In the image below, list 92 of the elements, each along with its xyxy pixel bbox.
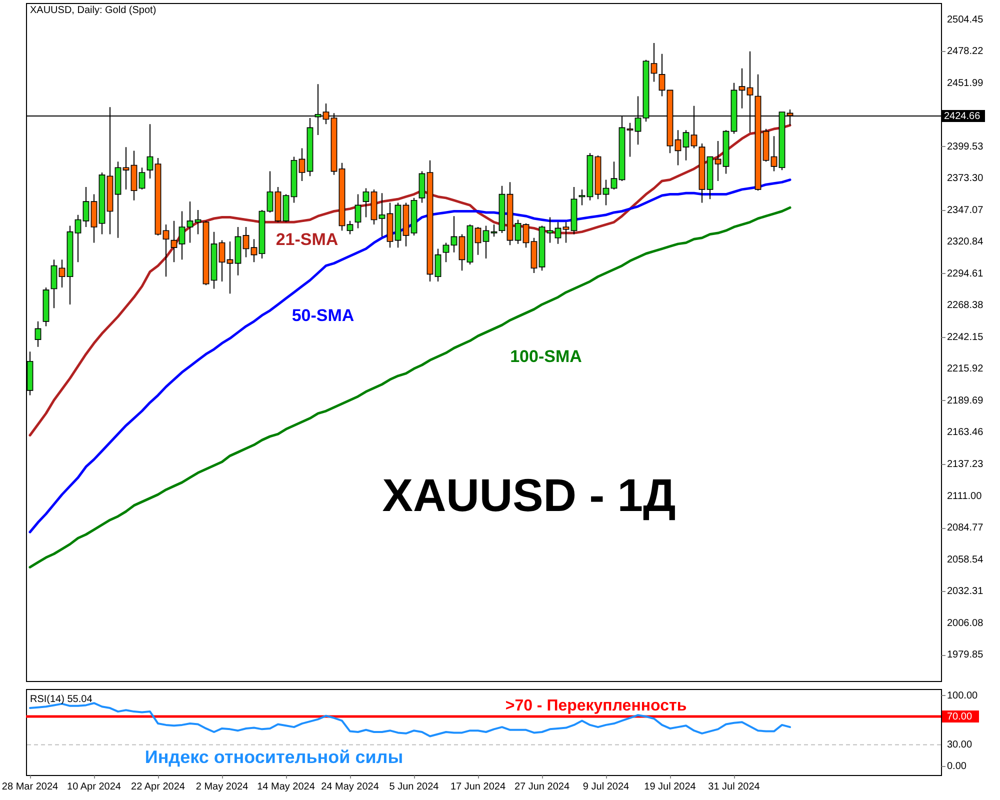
candlestick [546, 216, 554, 244]
candlestick [562, 222, 570, 244]
candlestick [362, 188, 370, 218]
candlestick [514, 219, 522, 244]
x-tick-label: 31 Jul 2024 [708, 782, 760, 792]
candlestick [554, 222, 562, 244]
candlestick [266, 170, 274, 213]
candlestick [250, 238, 258, 263]
candlestick [58, 259, 66, 288]
candlestick [626, 122, 634, 158]
candlestick [442, 242, 450, 263]
y-tick-label: 2189.69 [947, 395, 984, 406]
line-series [28, 206, 792, 568]
candlestick [298, 148, 306, 182]
x-tick-label: 22 Apr 2024 [131, 782, 186, 792]
y-tick-label: 2137.23 [947, 459, 984, 470]
x-tick-label: 24 May 2024 [321, 782, 380, 792]
y-tick-label: 2215.92 [947, 364, 984, 375]
candlestick [578, 188, 586, 206]
candlestick [194, 210, 202, 235]
candlestick [602, 179, 610, 206]
ref-line-label: 2424.66 [944, 111, 981, 122]
annotation: XAUUSD - 1Д [382, 469, 676, 521]
y-tick-label: 2163.46 [947, 427, 984, 438]
candlestick [218, 240, 226, 282]
y-tick-label: 2504.45 [947, 14, 984, 26]
x-tick-label: 27 Jun 2024 [514, 782, 570, 792]
candlestick [458, 234, 466, 272]
candlestick [122, 146, 130, 190]
y-tick-label: 2111.00 [947, 490, 982, 502]
candlestick [74, 214, 82, 263]
candlestick [354, 194, 362, 229]
candlestick [738, 68, 746, 109]
series-label: 21-SMA [276, 230, 338, 249]
y-tick-label: 2320.84 [947, 236, 984, 248]
candlestick [346, 220, 354, 235]
candlestick [490, 224, 498, 238]
series-label: 50-SMA [292, 306, 354, 325]
x-tick-label: 14 May 2024 [257, 782, 316, 792]
y-tick-label: 2032.31 [947, 586, 984, 598]
y-tick-label: 2268.38 [947, 300, 984, 312]
candlestick [170, 220, 178, 263]
candlestick [658, 53, 666, 97]
candlestick [146, 124, 154, 180]
candlestick [770, 136, 778, 172]
y-tick-label: 1979.85 [947, 650, 984, 661]
candlestick [482, 225, 490, 259]
candlestick [474, 226, 482, 256]
candlestick [242, 226, 250, 258]
x-tick-label: 17 Jun 2024 [450, 782, 506, 792]
series-label: Индекс относительной силы [144, 747, 404, 767]
y-tick-label: 2006.08 [947, 618, 984, 629]
y-tick-label: 2373.30 [947, 173, 984, 184]
y-tick-label: 100.00 [947, 690, 978, 702]
y-tick-label: 0.00 [947, 760, 967, 772]
candlestick [138, 167, 146, 190]
y-tick-label: 2399.53 [947, 141, 984, 152]
y-tick-label: 30.00 [947, 740, 972, 751]
y-tick-label: 2084.77 [947, 522, 984, 534]
y-tick-label: 2294.61 [947, 268, 984, 280]
candlestick [178, 210, 186, 260]
candlestick [378, 192, 386, 238]
candlestick [434, 248, 442, 282]
candlestick [522, 222, 530, 248]
series-label: 100-SMA [510, 347, 582, 366]
x-tick-label: 2 May 2024 [196, 782, 249, 792]
chart-title: XAUUSD, Daily: Gold (Spot) [30, 5, 156, 16]
y-tick-label: 2347.07 [947, 204, 984, 216]
ref-line-label: >70 - Перекупленность [505, 697, 687, 714]
candlestick [682, 130, 690, 161]
x-tick-label: 19 Jul 2024 [644, 782, 696, 792]
candlestick [162, 224, 170, 278]
candlestick [50, 259, 58, 309]
candlestick [610, 161, 618, 190]
x-tick-label: 28 Mar 2024 [2, 782, 59, 792]
x-tick-label: 10 Apr 2024 [67, 782, 122, 792]
candlestick [82, 186, 90, 228]
y-tick-label: 2451.99 [947, 78, 984, 89]
candlestick [186, 201, 194, 244]
candlestick [714, 140, 722, 182]
x-tick-label: 5 Jun 2024 [389, 782, 440, 792]
y-tick-label: 2058.54 [947, 554, 984, 566]
candlestick [450, 216, 458, 253]
line-series [28, 178, 792, 534]
candlestick [34, 320, 42, 348]
y-tick-label: 2478.22 [947, 46, 984, 58]
x-tick-label: 9 Jul 2024 [582, 782, 630, 792]
candlestick [650, 42, 658, 82]
candlestick [674, 130, 682, 166]
text: RSI(14) 55.04 [30, 694, 93, 705]
y-tick-label: 2242.15 [947, 332, 984, 343]
y-tick-label: 70.00 [947, 711, 972, 722]
